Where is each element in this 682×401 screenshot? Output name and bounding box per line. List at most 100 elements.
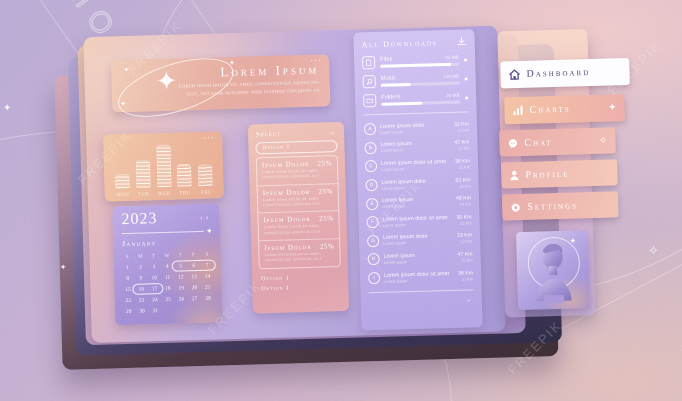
bar[interactable] [115, 173, 130, 189]
calendar-date[interactable]: 13 [191, 273, 197, 280]
download-icon[interactable] [456, 36, 466, 46]
bar[interactable] [177, 164, 192, 187]
bar-category-label: THU [179, 191, 191, 197]
calendar-year: 2023 [121, 210, 158, 229]
row-subtitle: Lorem ipsum [381, 166, 405, 172]
row-subtitle: Lorem ipsum [382, 203, 406, 210]
sidebar-item-settings[interactable]: Settings [501, 191, 619, 221]
select-footer-options: Option 1 Option 1 [252, 269, 349, 296]
home-icon [508, 69, 520, 80]
calendar-date [175, 304, 189, 315]
bar-column: MON [114, 173, 130, 198]
sidebar-item-charts[interactable]: Charts ✦ [504, 94, 625, 125]
progress-label: Files [380, 56, 393, 64]
progress-fill [380, 83, 411, 87]
calendar-day-header: W [164, 253, 170, 259]
bar[interactable] [155, 144, 172, 188]
progress-bar[interactable] [381, 100, 460, 106]
sparkle-icon: ✦ [607, 102, 617, 114]
user-icon [509, 170, 519, 181]
bar[interactable] [135, 160, 151, 188]
letter-badge: F [366, 216, 379, 229]
music-icon [362, 74, 376, 89]
sidebar-item-chat[interactable]: Chat ✧ [499, 127, 616, 157]
select-header[interactable]: Select ⌄ [248, 122, 344, 141]
next-month-icon[interactable]: › [205, 212, 212, 222]
select-list-item[interactable]: Ipsum Dolor 25% Lorem ipsum dolor sit am… [258, 210, 340, 241]
calendar-date[interactable]: 19 [178, 284, 184, 292]
statue-bust-image [535, 244, 572, 304]
footer-option[interactable]: Option 1 [261, 284, 291, 292]
statue-image-card[interactable]: ✦ [515, 230, 591, 311]
bar-chart: MON TUE WED THU FRI [113, 144, 214, 198]
row-sub-value: 14 Km [459, 201, 472, 207]
row-subtitle: Lorem ipsum [380, 129, 404, 135]
progress-knob[interactable] [464, 96, 469, 100]
calendar-date[interactable]: 11 [164, 274, 171, 281]
sparkle-icon: ✦ [205, 226, 213, 236]
item-percentage: 25% [317, 159, 333, 168]
bar-category-label: TUE [137, 192, 150, 198]
calendar-date[interactable]: 8 [126, 275, 130, 282]
item-caption: Lorem ipsum dolor sit amet, consectetuer… [264, 251, 322, 263]
calendar-date[interactable]: 21 [204, 284, 211, 291]
calendar-date[interactable]: 12 [178, 273, 184, 281]
item-title: Ipsum Dolor [263, 215, 311, 225]
bar-category-label: FRI [201, 190, 211, 196]
bar-column: WED [155, 144, 172, 197]
select-list-item[interactable]: Ipsum Dolor 25% Lorem ipsum dolor sit am… [257, 156, 338, 185]
show-more-chevron[interactable]: ⌄ [465, 295, 472, 304]
calendar-date[interactable]: 25 [165, 296, 172, 303]
calendar-date[interactable]: 30 [139, 308, 145, 315]
menu-dots-button[interactable]: ··· [203, 132, 216, 143]
divider [368, 289, 474, 294]
calendar-date[interactable]: 28 [205, 295, 211, 302]
calendar-date[interactable]: 3 [152, 263, 156, 270]
sidebar-item-profile[interactable]: Profile [501, 159, 618, 189]
calendar-date[interactable]: 31 [152, 307, 159, 314]
calendar-date[interactable]: 10 [151, 274, 158, 281]
calendar-date[interactable]: 22 [125, 297, 132, 304]
calendar-date[interactable]: 24 [152, 296, 158, 303]
calendar-grid: S M T W T F S 1 2 3 4 5 6 7 8 9 10 11 12 13 14 15 16 17 18 19 20 21… [120, 251, 216, 318]
calendar-date[interactable]: 23 [138, 297, 145, 304]
selected-option[interactable]: Option 1 [255, 140, 338, 155]
progress-row-folders: Folders 20 MB [355, 88, 476, 110]
letter-badge: A [363, 123, 377, 136]
calendar-date[interactable]: 2 [139, 264, 143, 271]
calendar-date[interactable]: 27 [191, 295, 198, 302]
calendar-day-header: M [138, 254, 143, 260]
sparkle-outline-icon: ✧ [598, 135, 608, 147]
letter-badge: E [365, 197, 379, 210]
select-item-list: Ipsum Dolor 25% Lorem ipsum dolor sit am… [255, 155, 341, 269]
progress-bar[interactable] [380, 62, 459, 68]
sidebar-item-dashboard[interactable]: Dashboard [500, 57, 630, 89]
calendar-date[interactable]: 1 [125, 264, 129, 271]
sparkle-icon: ✦ [120, 99, 127, 109]
download-list-row[interactable]: I Lorem ipsum dolor sit amet Lorem ipsum… [368, 266, 473, 288]
bar-column: FRI [197, 164, 214, 196]
calendar-date[interactable]: 29 [125, 308, 132, 315]
calendar-date[interactable]: 20 [191, 284, 198, 291]
item-caption: Lorem ipsum dolor sit amet, consectetuer… [262, 196, 321, 208]
letter-badge: H [367, 253, 380, 266]
calendar-date[interactable]: 14 [204, 273, 211, 280]
card-body-text: Lorem ipsum dolor sit amet, consectetuer… [178, 80, 320, 98]
sidebar-item-label: Settings [527, 199, 579, 213]
calendar-date[interactable]: 9 [139, 275, 143, 282]
progress-knob[interactable] [464, 77, 468, 81]
progress-bar[interactable] [380, 81, 460, 87]
bar-column: THU [176, 164, 193, 197]
item-percentage: 25% [319, 242, 335, 251]
select-list-item[interactable]: Ipsum Dolor 25% Lorem ipsum dolor sit am… [257, 182, 339, 213]
progress-knob[interactable] [463, 58, 468, 62]
calendar-nav-arrows[interactable]: ‹› [200, 213, 212, 222]
folder-icon [363, 93, 377, 108]
bar[interactable] [197, 164, 213, 186]
select-list-item[interactable]: Ipsum Dolor 25% Lorem ipsum dolor sit am… [259, 237, 340, 268]
row-sub-value: 12 Km [457, 127, 470, 133]
row-value: 36 Km [457, 269, 474, 277]
calendar-month: January [121, 238, 157, 249]
calendar-date[interactable]: 26 [178, 295, 185, 303]
footer-option[interactable]: Option 1 [261, 274, 290, 282]
